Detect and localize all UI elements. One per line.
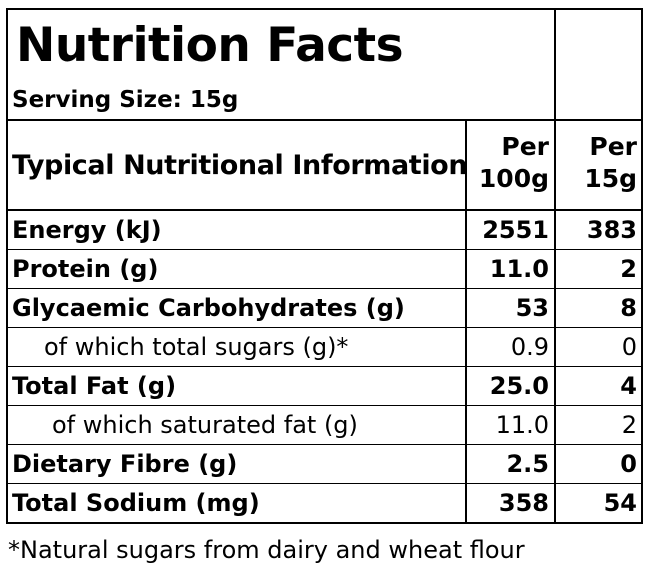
table-row: of which saturated fat (g) 11.0 2 xyxy=(8,405,641,444)
table-row: Energy (kJ) 2551 383 xyxy=(8,209,641,249)
table-row: Protein (g) 11.0 2 xyxy=(8,249,641,288)
header-per-serving-line2: 15g xyxy=(584,164,637,193)
header-per-serving: Per 15g xyxy=(554,121,641,209)
nutrient-name: Glycaemic Carbohydrates (g) xyxy=(12,294,405,322)
value-per-100g: 11.0 xyxy=(465,406,554,444)
value-per-serving: 2 xyxy=(554,250,641,288)
value-per-100g: 358 xyxy=(465,484,554,522)
nutrient-name: Total Sodium (mg) xyxy=(12,489,260,517)
table-row: Glycaemic Carbohydrates (g) 53 8 xyxy=(8,288,641,327)
title-blank-cell xyxy=(554,10,641,119)
value-per-100g: 2551 xyxy=(465,211,554,249)
value-per-serving: 54 xyxy=(554,484,641,522)
value-per-100g: 53 xyxy=(465,289,554,327)
value-per-serving: 4 xyxy=(554,367,641,405)
title-cell: Nutrition Facts Serving Size: 15g xyxy=(8,10,554,119)
value-per-serving: 0 xyxy=(554,445,641,483)
nutrient-name: Total Fat (g) xyxy=(12,372,177,400)
nutrient-name: Protein (g) xyxy=(12,255,159,283)
value-per-serving: 8 xyxy=(554,289,641,327)
value-per-serving: 2 xyxy=(554,406,641,444)
nutrient-name: of which saturated fat (g) xyxy=(52,411,358,439)
value-per-serving: 383 xyxy=(554,211,641,249)
nutrient-name: Dietary Fibre (g) xyxy=(12,450,238,478)
value-per-100g: 11.0 xyxy=(465,250,554,288)
value-per-100g: 0.9 xyxy=(465,328,554,366)
table-row: Dietary Fibre (g) 2.5 0 xyxy=(8,444,641,483)
table-row: Total Fat (g) 25.0 4 xyxy=(8,366,641,405)
header-row: Typical Nutritional Information Per 100g… xyxy=(8,119,641,209)
value-per-100g: 2.5 xyxy=(465,445,554,483)
serving-size: Serving Size: 15g xyxy=(12,87,239,113)
table-row: of which total sugars (g)* 0.9 0 xyxy=(8,327,641,366)
header-per-100g-line1: Per xyxy=(501,132,549,161)
header-per-100g: Per 100g xyxy=(465,121,554,209)
table-row: Total Sodium (mg) 358 54 xyxy=(8,483,641,522)
header-per-100g-line2: 100g xyxy=(478,164,549,193)
footnote: *Natural sugars from dairy and wheat flo… xyxy=(8,536,525,564)
label-title: Nutrition Facts xyxy=(16,18,404,73)
value-per-100g: 25.0 xyxy=(465,367,554,405)
header-description: Typical Nutritional Information xyxy=(12,149,468,181)
nutrition-facts-table: Nutrition Facts Serving Size: 15g Typica… xyxy=(6,8,643,524)
title-row: Nutrition Facts Serving Size: 15g xyxy=(8,10,641,119)
nutrient-name: Energy (kJ) xyxy=(12,216,162,244)
value-per-serving: 0 xyxy=(554,328,641,366)
nutrient-name: of which total sugars (g)* xyxy=(44,333,349,361)
header-per-serving-line1: Per xyxy=(589,132,637,161)
